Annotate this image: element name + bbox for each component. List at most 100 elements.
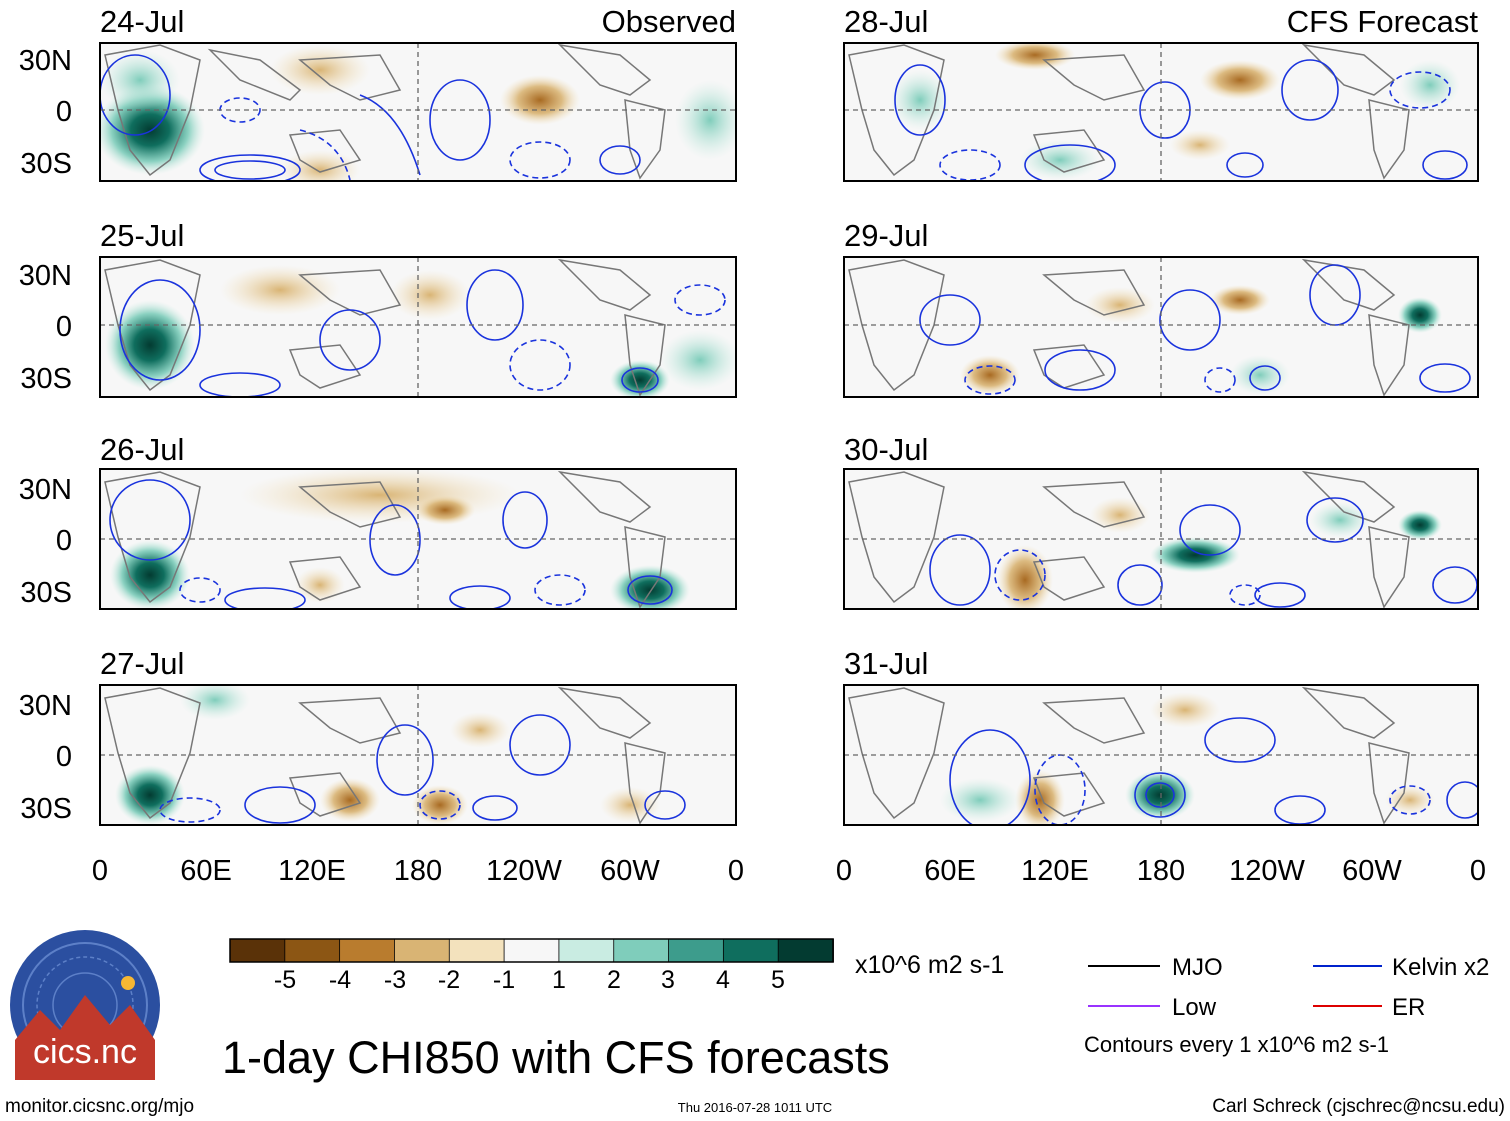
coastlines	[104, 43, 666, 180]
anomaly-shading	[997, 497, 1442, 609]
colorbar-label: 4	[716, 966, 730, 994]
logo-sun	[121, 976, 135, 990]
lon-label: 180	[394, 855, 442, 887]
colorbar-swatches	[229, 938, 834, 963]
panel-date-label: 26-Jul	[100, 432, 184, 467]
coastlines	[104, 686, 666, 825]
lat-label: 30N	[19, 690, 72, 722]
kelvin-contours	[109, 479, 673, 609]
coastlines	[848, 43, 1410, 180]
colorbar-swatch	[229, 938, 286, 963]
forecast-column-title: CFS Forecast	[1287, 4, 1479, 39]
lat-label: 0	[56, 96, 72, 128]
lon-label: 60W	[600, 855, 660, 887]
panel-date-label: 27-Jul	[100, 646, 184, 681]
lat-label: 30S	[20, 577, 72, 609]
website-link[interactable]: monitor.cicsnc.org/mjo	[5, 1096, 194, 1117]
kelvin-contours	[929, 497, 1478, 608]
lat-label: 30N	[19, 260, 72, 292]
colorbar-swatch	[613, 938, 670, 963]
anomaly-shading	[110, 469, 690, 609]
panel-date-label: 30-Jul	[844, 432, 928, 467]
lon-label: 60E	[180, 855, 232, 887]
map-panel-30-jul	[843, 468, 1479, 610]
lat-label: 0	[56, 741, 72, 773]
kelvin-contours	[100, 54, 641, 181]
anomaly-shading	[940, 692, 1435, 825]
colorbar-swatch	[394, 938, 451, 963]
panel-frame	[843, 684, 1479, 826]
map-panel-24-jul	[99, 42, 737, 182]
observed-column-title: Observed	[602, 4, 736, 39]
map-panel-25-jul	[99, 256, 737, 398]
colorbar-label: -3	[384, 966, 406, 994]
lon-label: 60W	[1342, 855, 1402, 887]
coastlines	[848, 470, 1410, 609]
lon-label: 180	[1137, 855, 1185, 887]
lat-label: 30S	[20, 793, 72, 825]
colorbar-swatch	[722, 938, 780, 963]
lon-label: 0	[728, 855, 744, 887]
panel-frame	[99, 256, 737, 398]
lat-label: 30N	[19, 45, 72, 77]
anomaly-shading	[890, 43, 1460, 180]
panel-date-label: 31-Jul	[844, 646, 928, 681]
coastlines	[104, 258, 666, 397]
lat-label: 30S	[20, 148, 72, 180]
panel-date-label: 24-Jul	[100, 4, 184, 39]
figure-title: 1-day CHI850 with CFS forecasts	[222, 1032, 890, 1083]
kelvin-contours	[159, 714, 686, 824]
panel-frame	[99, 42, 737, 182]
colorbar-label: 5	[771, 966, 785, 994]
lon-axis-labels-left: 0 60E 120E 180 120W 60W 0	[92, 855, 744, 887]
map-panel-28-jul	[843, 42, 1479, 182]
kelvin-contours	[894, 59, 1468, 181]
colorbar-swatch	[558, 938, 615, 963]
lat-label: 30N	[19, 474, 72, 506]
coastlines	[848, 258, 1410, 397]
lon-label: 120E	[278, 855, 346, 887]
colorbar-label: -5	[274, 966, 296, 994]
contour-legend: MJO Kelvin x2 Low ER Contours every 1 x1…	[1084, 954, 1489, 1057]
colorbar-label: 2	[607, 966, 621, 994]
timestamp: Thu 2016-07-28 1011 UTC	[678, 1100, 832, 1115]
legend-label-er: ER	[1392, 994, 1425, 1021]
colorbar-swatch	[339, 938, 396, 963]
map-panel-26-jul	[99, 468, 737, 610]
lon-label: 0	[836, 855, 852, 887]
lat-label: 30S	[20, 363, 72, 395]
map-panel-27-jul	[99, 684, 737, 826]
units-label: x10^6 m2 s-1	[855, 951, 1004, 979]
panel-frame	[843, 468, 1479, 610]
panel-frame	[99, 684, 737, 826]
panel-date-label: 28-Jul	[844, 4, 928, 39]
colorbar-swatch	[448, 938, 505, 963]
panel-frame	[99, 468, 737, 610]
colorbar-swatch	[668, 938, 725, 963]
colorbar-label: -2	[438, 966, 460, 994]
colorbar-swatch	[777, 938, 834, 963]
lon-label: 120W	[486, 855, 562, 887]
colorbar-label: 3	[661, 966, 675, 994]
logo-mountains	[15, 995, 155, 1080]
colorbar: -5 -4 -3 -2 -1 1 2 3 4 5	[229, 938, 834, 994]
colorbar-label: -4	[329, 966, 351, 994]
author-credit: Carl Schreck (cjschrec@ncsu.edu)	[1212, 1096, 1505, 1117]
colorbar-label: 1	[552, 966, 566, 994]
panel-frame	[843, 42, 1479, 182]
map-panel-31-jul	[843, 684, 1479, 826]
kelvin-contours	[119, 269, 726, 397]
coastlines	[104, 470, 666, 609]
colorbar-label: -1	[493, 966, 515, 994]
colorbar-swatch	[503, 938, 560, 963]
colorbar-frame	[229, 938, 834, 963]
logo-text: cics.nc	[33, 1033, 137, 1071]
lon-label: 60E	[924, 855, 976, 887]
panel-date-label: 25-Jul	[100, 218, 184, 253]
map-panel-29-jul	[843, 256, 1479, 398]
lon-axis-labels-right: 0 60E 120E 180 120W 60W 0	[836, 855, 1486, 887]
lat-label: 0	[56, 311, 72, 343]
panel-frame	[843, 256, 1479, 398]
lon-label: 0	[92, 855, 108, 887]
